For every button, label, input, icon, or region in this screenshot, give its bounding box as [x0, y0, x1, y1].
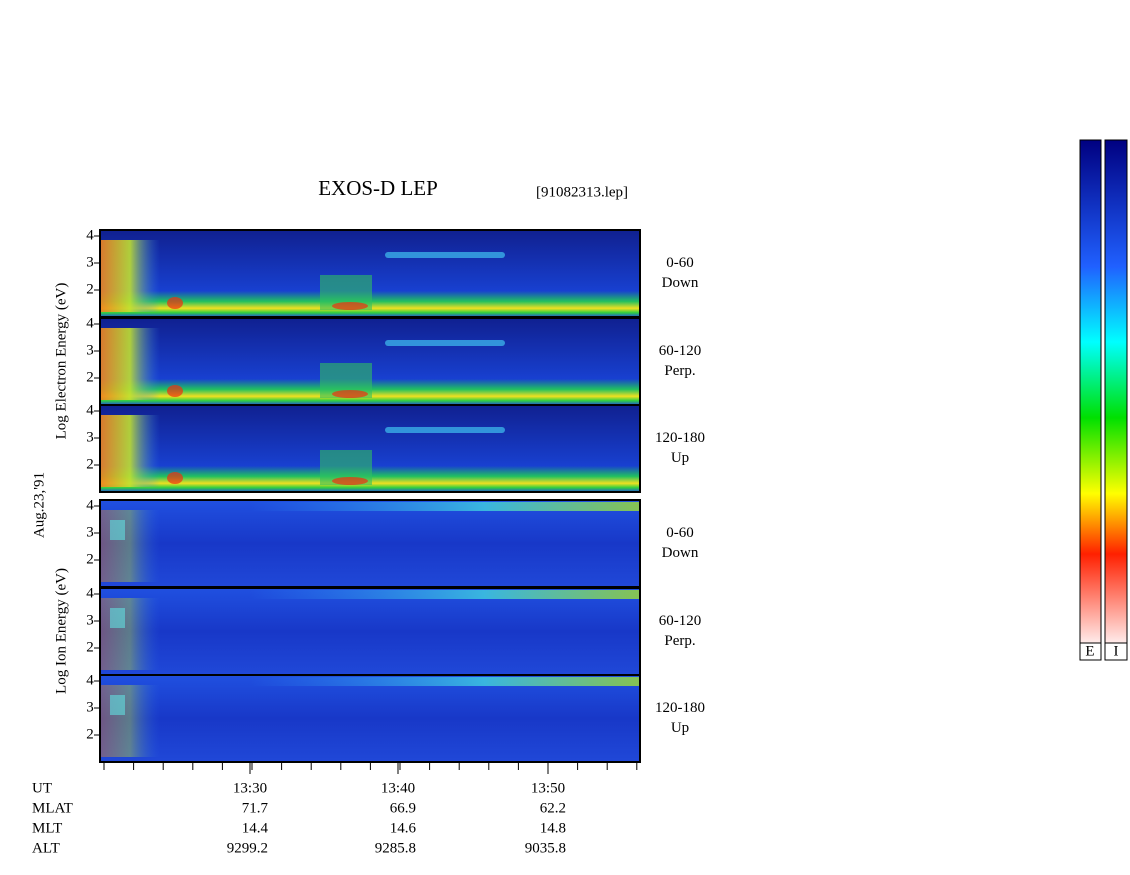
y-tick-label: 4: [86, 227, 94, 243]
orbit-value: 9299.2: [227, 840, 268, 856]
colorbar: E I: [1079, 139, 1128, 661]
spectrogram-panel: [99, 587, 641, 676]
y-tick-label: 4: [86, 672, 94, 688]
angle-range: 0-60: [666, 255, 694, 271]
colorbar-i: [1104, 139, 1128, 646]
orbit-value: 14.4: [242, 820, 269, 836]
y-tick-label: 3: [86, 254, 94, 270]
orbit-value: 14.8: [540, 820, 566, 836]
spectrogram: [100, 240, 160, 312]
orbit-label: MLAT: [32, 800, 73, 816]
angle-range: 60-120: [659, 343, 702, 359]
direction: Up: [671, 720, 689, 736]
spectrogram: [100, 685, 160, 757]
spectrogram: [250, 502, 640, 511]
y-tick-label: 4: [86, 497, 94, 513]
direction: Perp.: [664, 633, 695, 649]
colorbar-box: [1079, 642, 1102, 661]
y-tick-label: 3: [86, 429, 94, 445]
spectrogram: [385, 252, 505, 258]
y-tick-label: 2: [86, 726, 94, 742]
direction: Down: [662, 275, 699, 291]
y-tick-label: 2: [86, 369, 94, 385]
spectrogram: [100, 598, 160, 670]
panel-frame: [99, 404, 641, 493]
spectrogram: [385, 340, 505, 346]
spectrogram: [167, 385, 183, 397]
spectrogram: [332, 477, 368, 485]
spectrogram: [100, 510, 160, 582]
angle-range: 120-180: [655, 700, 705, 716]
spectrogram-panel: [99, 229, 641, 318]
spectrogram: [100, 415, 160, 487]
spectrogram-panel: [99, 674, 641, 763]
orbit-label: ALT: [32, 840, 60, 856]
spectrogram: [100, 675, 640, 762]
x-tick-label: 13:40: [381, 780, 415, 796]
orbit-value: 66.9: [390, 800, 416, 816]
angle-range: 120-180: [655, 430, 705, 446]
y-tick-label: 2: [86, 281, 94, 297]
title: EXOS-D LEP: [318, 176, 438, 200]
spectrogram-panel: [99, 404, 641, 493]
y-tick-label: 3: [86, 699, 94, 715]
colorbar-box: [1104, 642, 1128, 661]
colorbar-e: [1079, 139, 1102, 646]
spectrogram: [100, 588, 640, 675]
orbit-label: MLT: [32, 820, 62, 836]
spectrogram: [167, 297, 183, 309]
direction: Up: [671, 450, 689, 466]
colorbar-label: E: [1085, 643, 1094, 659]
y-tick-label: 4: [86, 585, 94, 601]
file-name: [91082313.lep]: [536, 184, 628, 200]
colorbar-label: I: [1114, 643, 1119, 659]
x-tick-label: 13:50: [531, 780, 565, 796]
y-tick-label: 2: [86, 456, 94, 472]
spectrogram: [332, 302, 368, 310]
direction: Down: [662, 545, 699, 561]
y-axis-label: Log Electron Energy (eV): [53, 283, 69, 440]
orbit-value: 71.7: [242, 800, 269, 816]
y-tick-label: 2: [86, 639, 94, 655]
y-tick-label: 2: [86, 551, 94, 567]
date: Aug.23,'91: [31, 472, 47, 538]
y-tick-label: 4: [86, 315, 94, 331]
time-axis-label: UT: [32, 780, 52, 796]
spectrogram: [167, 472, 183, 484]
y-tick-label: 3: [86, 612, 94, 628]
spectrogram-panel: [99, 317, 641, 406]
orbit-value: 9035.8: [525, 840, 566, 856]
direction: Perp.: [664, 363, 695, 379]
spectrogram: [385, 427, 505, 433]
spectrogram: [250, 677, 640, 686]
spectrogram: [110, 520, 125, 540]
y-tick-label: 4: [86, 402, 94, 418]
y-tick-label: 3: [86, 342, 94, 358]
orbit-value: 62.2: [540, 800, 566, 816]
spectrogram: [100, 500, 640, 587]
angle-range: 60-120: [659, 613, 702, 629]
spectrogram: [332, 390, 368, 398]
spectrogram: [250, 590, 640, 599]
y-axis-label: Log Ion Energy (eV): [53, 568, 69, 694]
spectrogram: [110, 608, 125, 628]
y-tick-label: 3: [86, 524, 94, 540]
x-tick-label: 13:30: [233, 780, 267, 796]
spectrogram-panel: [99, 499, 641, 588]
angle-range: 0-60: [666, 525, 694, 541]
spectrogram: [110, 695, 125, 715]
spectrogram: [100, 328, 160, 400]
orbit-value: 14.6: [390, 820, 417, 836]
orbit-value: 9285.8: [375, 840, 416, 856]
